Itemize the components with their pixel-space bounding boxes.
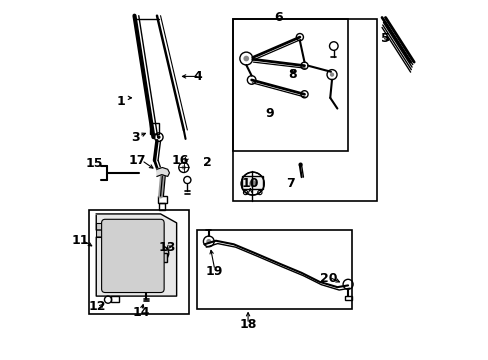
Bar [149, 123, 159, 134]
Circle shape [248, 180, 256, 187]
Polygon shape [157, 167, 169, 176]
Text: 13: 13 [159, 241, 176, 255]
Circle shape [157, 135, 160, 139]
Circle shape [154, 246, 168, 260]
Bar [233, 19, 376, 202]
Circle shape [329, 72, 333, 77]
Bar [157, 253, 166, 262]
Circle shape [298, 162, 302, 167]
Bar [345, 296, 351, 300]
Text: 16: 16 [171, 154, 188, 167]
Text: 17: 17 [128, 154, 146, 167]
FancyBboxPatch shape [102, 219, 164, 293]
Text: 7: 7 [286, 177, 295, 190]
Text: 20: 20 [319, 272, 337, 285]
Text: 10: 10 [241, 177, 258, 190]
Text: 18: 18 [239, 318, 256, 331]
Text: 4: 4 [193, 70, 202, 83]
Text: 8: 8 [288, 68, 296, 81]
Circle shape [181, 165, 185, 170]
Bar [110, 296, 119, 302]
Bar [242, 176, 263, 189]
Polygon shape [96, 214, 176, 296]
Bar [89, 210, 189, 314]
Bar [96, 223, 104, 237]
Circle shape [243, 56, 248, 62]
Text: 1: 1 [117, 95, 125, 108]
Text: 9: 9 [264, 107, 273, 120]
Bar [233, 19, 347, 152]
Text: 15: 15 [85, 157, 103, 170]
Text: 3: 3 [131, 131, 140, 144]
Bar [158, 196, 166, 203]
Text: 12: 12 [88, 300, 106, 313]
Bar [197, 230, 351, 309]
Text: 11: 11 [71, 234, 89, 247]
Text: 6: 6 [274, 11, 282, 24]
Bar [159, 203, 165, 210]
Text: 2: 2 [202, 156, 211, 168]
Text: 14: 14 [132, 306, 149, 319]
Text: 19: 19 [205, 265, 223, 278]
Text: 5: 5 [381, 32, 389, 45]
Circle shape [206, 239, 211, 244]
